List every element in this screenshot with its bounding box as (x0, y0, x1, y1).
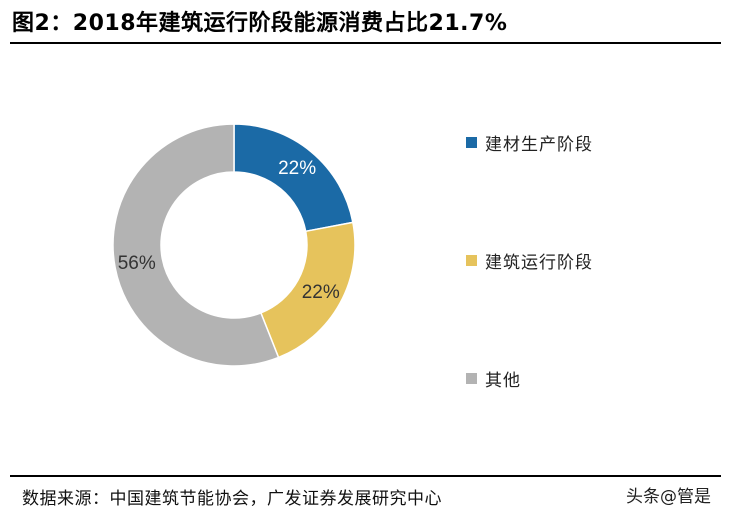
legend-label: 其他 (485, 371, 521, 391)
slice-label-3: 56% (118, 253, 156, 274)
donut-slice-3 (112, 123, 280, 367)
slice-label-2: 22% (302, 282, 340, 303)
legend-item-2: 建筑运行阶段 (466, 248, 593, 273)
bottom-divider (10, 475, 721, 477)
page-title: 图2：2018年建筑运行阶段能源消费占比21.7% (12, 11, 508, 36)
legend-swatch (466, 373, 477, 384)
watermark: 头条@管是 (626, 487, 711, 507)
source-note: 数据来源：中国建筑节能协会，广发证券发展研究中心 (22, 489, 442, 509)
legend-swatch (466, 255, 477, 266)
top-divider (10, 42, 721, 44)
legend-label: 建材生产阶段 (485, 135, 593, 155)
slice-label-1: 22% (278, 158, 316, 179)
legend-swatch (466, 137, 477, 148)
legend-label: 建筑运行阶段 (485, 253, 593, 273)
legend-item-3: 其他 (466, 366, 521, 391)
legend-item-1: 建材生产阶段 (466, 130, 593, 155)
